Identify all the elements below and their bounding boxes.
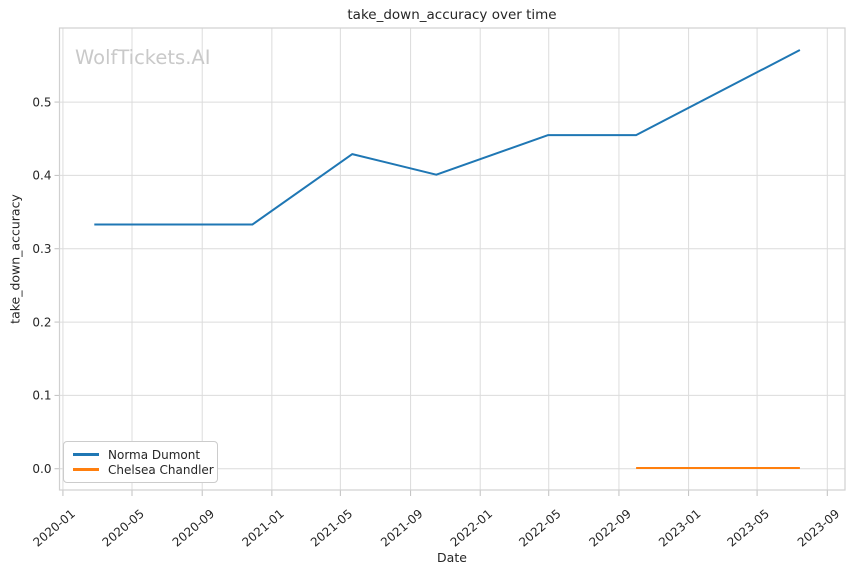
y-tick-label: 0.2	[32, 315, 51, 329]
x-tick-label: 2023-05	[725, 507, 772, 550]
legend-label: Norma Dumont	[108, 447, 201, 462]
legend-item-norma-dumont: Norma Dumont	[73, 447, 208, 462]
y-tick-label: 0.1	[32, 389, 51, 403]
y-tick-label: 0.0	[32, 462, 51, 476]
x-tick-label: 2023-01	[656, 507, 703, 550]
y-tick-label: 0.4	[32, 169, 51, 183]
legend: Norma Dumont Chelsea Chandler	[63, 441, 218, 483]
y-axis-label: take_down_accuracy	[7, 194, 23, 324]
legend-line-icon	[73, 453, 99, 456]
x-tick-label: 2022-09	[586, 507, 633, 550]
x-axis-label: Date	[437, 550, 467, 565]
series-line-norma-dumont	[94, 49, 801, 226]
x-tick-label: 2021-05	[308, 507, 355, 550]
legend-line-icon	[73, 468, 99, 471]
legend-item-chelsea-chandler: Chelsea Chandler	[73, 462, 214, 477]
x-tick-label: 2020-05	[100, 507, 147, 550]
watermark: WolfTickets.AI	[75, 46, 211, 69]
x-tick-label: 2021-01	[239, 507, 286, 550]
x-tick-label: 2022-05	[516, 507, 563, 550]
chart-title: take_down_accuracy over time	[347, 7, 557, 23]
plot-border	[58, 27, 846, 491]
x-tick-label: 2022-01	[448, 507, 495, 550]
y-tick-label: 0.5	[32, 95, 51, 109]
x-tick-label: 2021-09	[378, 507, 425, 550]
legend-label: Chelsea Chandler	[108, 462, 214, 477]
y-tick-label: 0.3	[32, 242, 51, 256]
x-tick-label: 2023-09	[795, 507, 842, 550]
x-tick-label: 2020-01	[30, 507, 77, 550]
x-tick-label: 2020-09	[170, 507, 217, 550]
